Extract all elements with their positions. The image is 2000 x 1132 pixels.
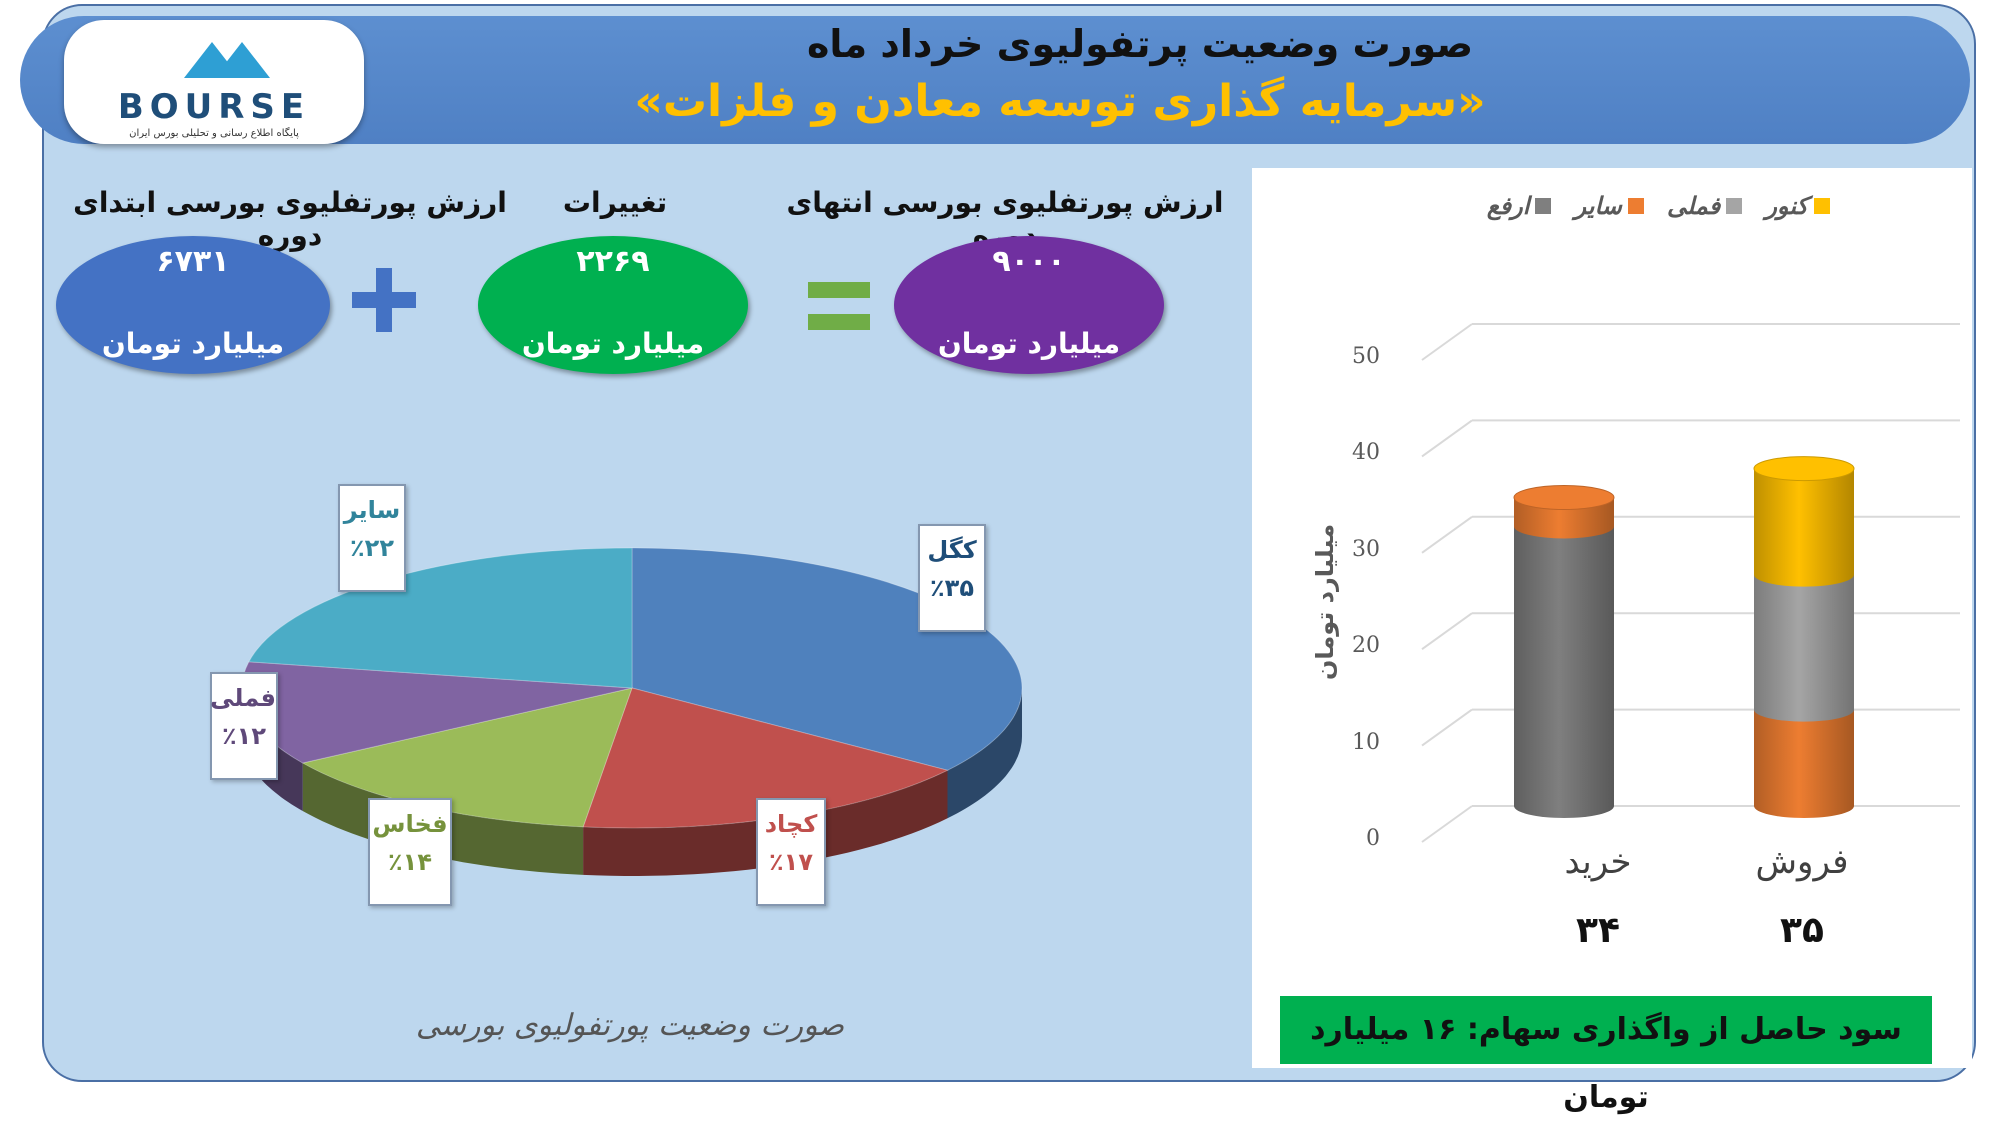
profit-banner: سود حاصل از واگذاری سهام: ۱۶ میلیارد توم…: [1280, 996, 1932, 1115]
legend-sayer-label: سایر: [1574, 192, 1622, 220]
plus-sign: [352, 268, 416, 332]
legend-kenor: کنور: [1765, 192, 1830, 220]
pie-label-kechad-value: ٪۱۷: [769, 848, 813, 876]
legend-fameli: فملی: [1666, 192, 1743, 220]
legend-arfa-label: ارفع: [1486, 192, 1530, 220]
pie-label-kegol-name: کگل: [927, 536, 977, 564]
pie-label-kechad: کچاد ٪۱۷: [756, 798, 826, 906]
change-oval: ۲۲۶۹ میلیارد تومان: [478, 236, 748, 374]
page-subtitle: «سرمایه گذاری توسعه معادن و فلزات»: [634, 76, 1486, 127]
grid-side-40: [1421, 419, 1473, 458]
pie-label-fakhas-value: ٪۱۴: [388, 848, 432, 876]
pie-label-kegol-value: ٪۳۵: [930, 574, 974, 602]
bourse-logo-icon: BOURSE پایگاه اطلاع رسانی و تحلیلی بورس …: [118, 42, 310, 139]
bar-category-buy: خرید: [1564, 842, 1632, 882]
y-tick-50: 50: [1352, 344, 1380, 369]
pie-side-kegol: [947, 688, 1022, 819]
pie-label-sayer-value: ٪۲۲: [350, 534, 394, 562]
bar-legend: کنور فملی سایر ارفع: [1410, 192, 1830, 228]
bar-y-axis-title: میلیارد تومان: [1311, 523, 1339, 681]
start-value-oval: ۶۷۳۱ میلیارد تومان: [56, 236, 330, 374]
pie-label-fakhas: فخاس ٪۱۴: [368, 798, 452, 906]
bar-sell-sayer: [1754, 709, 1854, 818]
pie-label-kegol: کگل ٪۳۵: [918, 524, 986, 632]
end-value: ۹۰۰۰: [992, 244, 1066, 279]
start-value-label: ارزش پورتفلیوی بورسی ابتدای دوره: [73, 186, 507, 252]
start-value: ۶۷۳۱: [156, 244, 230, 279]
legend-sayer: سایر: [1575, 192, 1644, 220]
end-unit: میلیارد تومان: [937, 327, 1121, 360]
equals-sign: [808, 282, 870, 332]
y-tick-10: 10: [1352, 729, 1380, 755]
legend-kenor-label: کنور: [1765, 192, 1808, 220]
bar-category-sell-count: ۳۵: [1780, 910, 1824, 951]
pie-label-fameli: فملی ٪۱۲: [210, 672, 278, 780]
start-unit: میلیارد تومان: [101, 327, 285, 360]
change-unit: میلیارد تومان: [521, 327, 705, 360]
bar-category-buy-count: ۳۴: [1576, 910, 1620, 951]
bar-buy-arfa: [1514, 526, 1614, 818]
pie-caption: صورت وضعیت پورتفولیوی بورسی: [415, 1008, 845, 1043]
change-value: ۲۲۶۹: [576, 244, 650, 279]
y-tick-30: 30: [1352, 536, 1380, 562]
grid-side-50: [1421, 323, 1473, 361]
change-label: تغییرات: [562, 186, 668, 219]
pie-label-fakhas-name: فخاس: [372, 810, 448, 838]
pie-label-kechad-name: کچاد: [764, 810, 818, 838]
bar-category-sell: فروش: [1755, 842, 1849, 882]
y-tick-0: 0: [1366, 826, 1380, 851]
bourse-logo: BOURSE پایگاه اطلاع رسانی و تحلیلی بورس …: [64, 20, 364, 144]
bar-sell-fameli: [1754, 574, 1854, 722]
bar-buy-sayer: [1513, 485, 1615, 539]
end-value-oval: ۹۰۰۰ میلیارد تومان: [894, 236, 1164, 374]
pie-label-sayer-name: سایر: [343, 496, 401, 524]
page-title: صورت وضعیت پرتفولیوی خرداد ماه: [806, 22, 1474, 66]
y-tick-40: 40: [1352, 440, 1380, 466]
pie-label-sayer: سایر ٪۲۲: [338, 484, 406, 592]
grid-side-10: [1421, 708, 1473, 747]
legend-fameli-label: فملی: [1666, 192, 1721, 220]
bar-sell-kenor: [1753, 456, 1855, 587]
legend-arfa: ارفع: [1487, 192, 1552, 220]
y-tick-20: 20: [1352, 633, 1380, 659]
pie-label-fameli-value: ٪۱۲: [222, 722, 266, 750]
grid-side-30: [1421, 515, 1473, 554]
pie-label-fameli-name: فملی: [210, 684, 276, 712]
logo-text: BOURSE: [118, 87, 310, 127]
bar-chart: [1421, 323, 1960, 843]
grid-side-0: [1421, 805, 1473, 843]
grid-side-20: [1421, 612, 1473, 651]
logo-subtext: پایگاه اطلاع رسانی و تحلیلی بورس ایران: [129, 127, 299, 139]
